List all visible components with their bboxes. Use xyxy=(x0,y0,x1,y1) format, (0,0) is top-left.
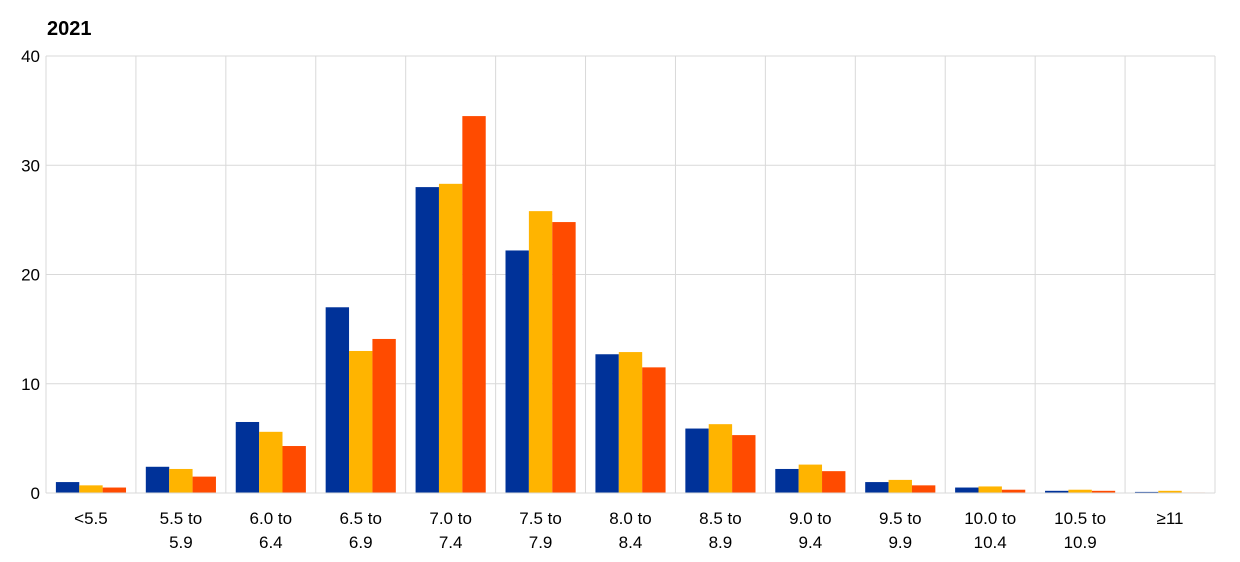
bar xyxy=(955,487,979,493)
bar xyxy=(505,250,529,493)
bar xyxy=(1091,490,1116,493)
bar xyxy=(708,424,733,493)
x-tick-label: 10.5 to xyxy=(1054,509,1106,528)
bar xyxy=(775,468,799,493)
bar xyxy=(888,479,912,493)
x-tick-label: 10.9 xyxy=(1064,533,1097,552)
x-tick-label: 7.5 to xyxy=(519,509,562,528)
x-tick-label: 5.5 to xyxy=(160,509,203,528)
bar xyxy=(192,476,216,493)
bar xyxy=(618,352,643,493)
bar xyxy=(822,471,846,493)
bar xyxy=(1045,490,1069,493)
y-tick-label: 40 xyxy=(21,47,40,66)
bar xyxy=(55,482,80,493)
x-tick-label: 9.0 to xyxy=(789,509,832,528)
bar xyxy=(528,211,553,493)
x-tick-label: 7.9 xyxy=(529,533,553,552)
bar xyxy=(865,482,889,493)
x-tick-label: ≥11 xyxy=(1157,509,1184,528)
bar xyxy=(732,435,756,493)
bar xyxy=(259,431,283,493)
x-tick-label: 10.4 xyxy=(974,533,1007,552)
bar xyxy=(282,446,306,493)
bar xyxy=(1068,489,1092,493)
bar xyxy=(438,183,463,493)
y-tick-label: 10 xyxy=(21,375,40,394)
bar xyxy=(1134,491,1159,493)
x-tick-label: <5.5 xyxy=(74,509,108,528)
bar xyxy=(642,367,666,493)
bar xyxy=(145,466,170,493)
bar xyxy=(169,468,193,493)
x-tick-label: 9.9 xyxy=(888,533,912,552)
bar xyxy=(462,116,486,494)
bar xyxy=(911,485,936,493)
bar xyxy=(595,354,619,493)
bar xyxy=(978,486,1002,493)
x-tick-label: 9.4 xyxy=(799,533,823,552)
x-tick-label: 6.0 to xyxy=(250,509,293,528)
y-tick-label: 30 xyxy=(21,156,40,175)
bar xyxy=(325,307,350,493)
x-tick-label: 9.5 to xyxy=(879,509,922,528)
bar xyxy=(1158,490,1182,493)
x-tick-label: 7.4 xyxy=(439,533,463,552)
bar xyxy=(1001,489,1026,493)
x-tick-label: 10.0 to xyxy=(964,509,1016,528)
x-tick-label: 6.5 to xyxy=(339,509,382,528)
bar xyxy=(798,464,823,493)
bar xyxy=(415,187,439,493)
x-tick-label: 8.4 xyxy=(619,533,643,552)
x-tick-label: 5.9 xyxy=(169,533,193,552)
x-tick-label: 8.9 xyxy=(709,533,733,552)
bar xyxy=(79,485,103,493)
x-tick-label: 6.9 xyxy=(349,533,373,552)
bar xyxy=(372,338,396,493)
chart-title: 2021 xyxy=(47,18,92,40)
x-tick-label: 7.0 to xyxy=(429,509,472,528)
y-tick-label: 0 xyxy=(31,484,40,503)
x-tick-label: 8.0 to xyxy=(609,509,652,528)
x-tick-label: 8.5 to xyxy=(699,509,742,528)
bar xyxy=(235,421,260,493)
y-tick-label: 20 xyxy=(21,266,40,285)
x-tick-label: 6.4 xyxy=(259,533,283,552)
bar xyxy=(685,428,709,493)
bar xyxy=(552,222,576,493)
bar xyxy=(102,487,127,493)
bar xyxy=(349,350,373,493)
